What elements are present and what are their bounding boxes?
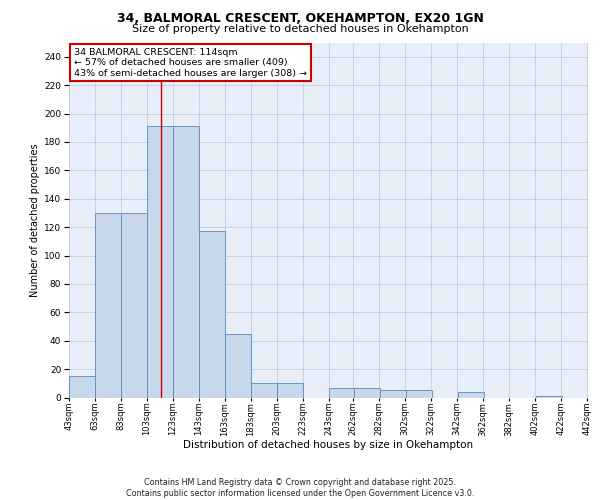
Text: Contains HM Land Registry data © Crown copyright and database right 2025.
Contai: Contains HM Land Registry data © Crown c… <box>126 478 474 498</box>
Bar <box>121 213 147 398</box>
Text: 34, BALMORAL CRESCENT, OKEHAMPTON, EX20 1GN: 34, BALMORAL CRESCENT, OKEHAMPTON, EX20 … <box>116 12 484 26</box>
Bar <box>536 396 562 398</box>
Bar <box>355 388 380 398</box>
Bar <box>277 384 302 398</box>
Bar <box>173 126 199 398</box>
Bar <box>147 126 173 398</box>
Text: Size of property relative to detached houses in Okehampton: Size of property relative to detached ho… <box>131 24 469 34</box>
Bar <box>251 384 277 398</box>
Y-axis label: Number of detached properties: Number of detached properties <box>30 143 40 297</box>
Bar <box>69 376 95 398</box>
X-axis label: Distribution of detached houses by size in Okehampton: Distribution of detached houses by size … <box>184 440 473 450</box>
Bar <box>329 388 355 398</box>
Bar <box>406 390 432 398</box>
Bar <box>225 334 251 398</box>
Bar <box>199 232 225 398</box>
Bar <box>95 213 121 398</box>
Bar <box>458 392 484 398</box>
Bar <box>380 390 406 398</box>
Text: 34 BALMORAL CRESCENT: 114sqm
← 57% of detached houses are smaller (409)
43% of s: 34 BALMORAL CRESCENT: 114sqm ← 57% of de… <box>74 48 307 78</box>
